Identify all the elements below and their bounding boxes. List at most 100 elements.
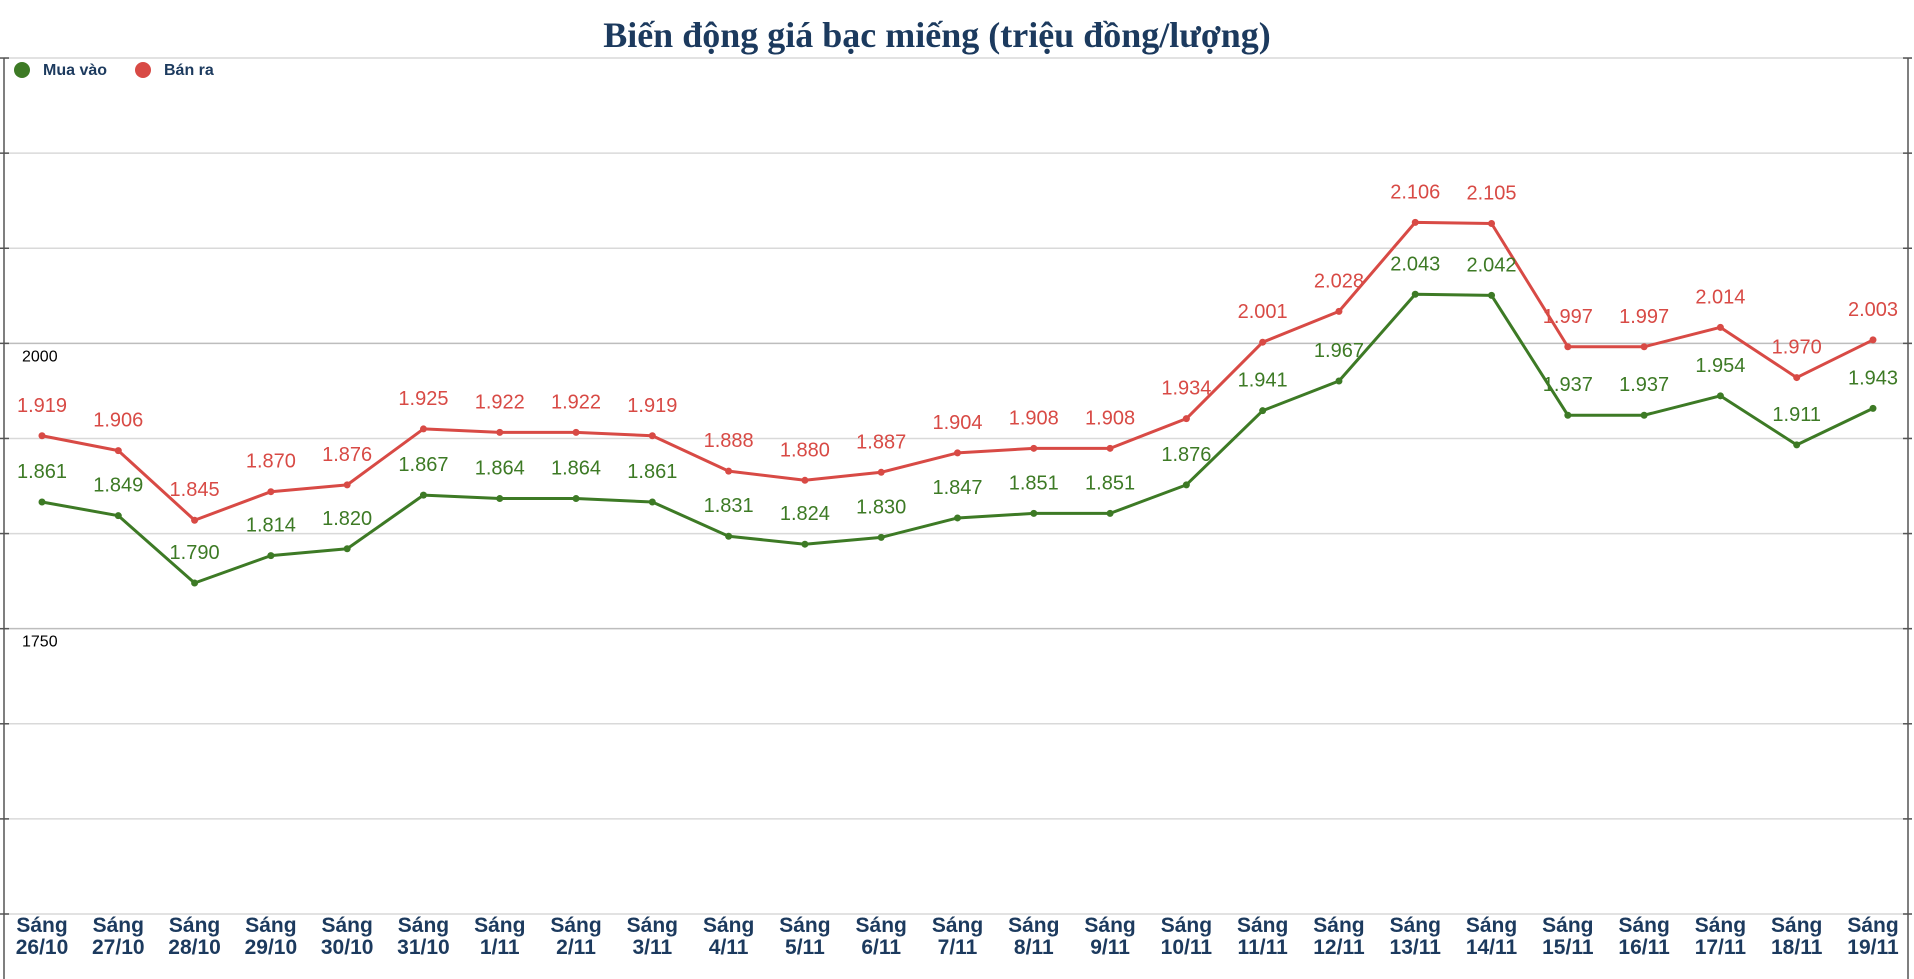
data-point-sell [1030, 444, 1038, 452]
x-tick-label-line1: Sáng [398, 914, 449, 937]
x-tick-label-line1: Sáng [1466, 914, 1517, 937]
data-label-sell: 1.922 [475, 391, 525, 413]
data-point-sell [1106, 444, 1114, 452]
x-tick-label-line2: 27/10 [92, 936, 145, 959]
data-point-sell [343, 481, 351, 489]
x-tick-label-line1: Sáng [1084, 914, 1135, 937]
data-label-buy: 1.861 [17, 461, 67, 483]
data-label-sell: 2.105 [1467, 182, 1517, 204]
data-label-sell: 1.919 [17, 395, 67, 417]
data-point-buy [1030, 509, 1038, 517]
data-label-buy: 1.790 [170, 542, 220, 564]
data-label-buy: 1.867 [398, 454, 448, 476]
x-tick-label-line2: 5/11 [785, 936, 825, 959]
x-tick-label-line2: 16/11 [1618, 936, 1670, 959]
x-tick-label-line2: 7/11 [938, 936, 978, 959]
data-point-buy [1106, 509, 1114, 517]
x-tick-label-line1: Sáng [627, 914, 678, 937]
data-label-buy: 1.820 [322, 508, 372, 530]
data-label-sell: 1.908 [1085, 407, 1135, 429]
data-point-sell [1259, 338, 1267, 346]
data-point-sell [191, 516, 199, 524]
data-point-buy [1335, 377, 1343, 385]
data-label-buy: 1.830 [856, 496, 906, 518]
x-tick-label-line1: Sáng [1390, 914, 1441, 937]
x-tick-label-line1: Sáng [703, 914, 754, 937]
data-point-sell [877, 468, 885, 476]
axes: 2000 1750 [0, 57, 1912, 979]
x-tick-label-line1: Sáng [245, 914, 296, 937]
x-tick-label-line2: 4/11 [709, 936, 749, 959]
x-tick-label-line2: 11/11 [1238, 936, 1289, 959]
x-tick-label-line2: 31/10 [397, 936, 450, 959]
data-point-sell [1640, 343, 1648, 351]
data-label-buy: 1.967 [1314, 340, 1364, 362]
data-label-buy: 1.851 [1085, 472, 1135, 494]
x-tick-label-line1: Sáng [321, 914, 372, 937]
data-label-buy: 1.937 [1543, 374, 1593, 396]
data-label-sell: 1.934 [1161, 378, 1211, 400]
gridlines [4, 57, 1912, 915]
x-tick-label-line2: 8/11 [1014, 936, 1054, 959]
data-label-buy: 1.864 [475, 458, 525, 480]
data-point-buy [1259, 407, 1267, 415]
data-point-sell [1335, 307, 1343, 315]
x-tick-label-line2: 13/11 [1390, 936, 1442, 959]
data-label-buy: 1.861 [627, 461, 677, 483]
data-point-buy [1182, 481, 1190, 489]
data-point-sell [725, 467, 733, 475]
x-tick-label-line1: Sáng [1847, 914, 1898, 937]
data-point-buy [1411, 290, 1419, 298]
data-label-sell: 1.888 [704, 430, 754, 452]
x-tick-label-line2: 18/11 [1771, 936, 1823, 959]
data-point-sell [38, 432, 46, 440]
data-label-buy: 1.876 [1161, 444, 1211, 466]
x-tick-label-line2: 30/10 [321, 936, 374, 959]
data-point-buy [801, 540, 809, 548]
data-point-buy [1869, 404, 1877, 412]
x-tick-label-line2: 15/11 [1542, 936, 1594, 959]
legend-label-buy: Mua vào [43, 62, 107, 79]
data-point-buy [1716, 392, 1724, 400]
y-tick-label: 2000 [22, 348, 58, 365]
data-label-buy: 1.937 [1619, 374, 1669, 396]
x-tick-label-line2: 9/11 [1090, 936, 1130, 959]
x-tick-label-line1: Sáng [16, 914, 67, 937]
data-point-buy [496, 495, 504, 503]
x-tick-label-line1: Sáng [779, 914, 830, 937]
x-tick-label-line2: 26/10 [16, 936, 69, 959]
data-label-sell: 1.922 [551, 391, 601, 413]
x-tick-label-line2: 28/10 [168, 936, 221, 959]
data-point-buy [1488, 291, 1496, 299]
x-tick-label-line2: 10/11 [1161, 936, 1213, 959]
data-label-sell: 1.970 [1772, 337, 1822, 359]
x-tick-label-line1: Sáng [550, 914, 601, 937]
y-tick-label: 1750 [22, 634, 58, 651]
data-label-sell: 1.845 [170, 479, 220, 501]
data-label-buy: 1.864 [551, 458, 601, 480]
x-tick-label-line1: Sáng [93, 914, 144, 937]
data-point-buy [419, 491, 427, 499]
x-tick-label-line1: Sáng [1542, 914, 1593, 937]
data-label-sell: 1.908 [1009, 407, 1059, 429]
data-label-buy: 1.831 [704, 495, 754, 517]
data-label-sell: 2.003 [1848, 299, 1898, 321]
data-point-sell [496, 428, 504, 436]
x-tick-label-line2: 6/11 [861, 936, 901, 959]
data-label-sell: 2.106 [1390, 181, 1440, 203]
data-label-buy: 1.911 [1772, 404, 1821, 426]
data-point-sell [1564, 343, 1572, 351]
data-label-buy: 1.849 [93, 475, 143, 497]
